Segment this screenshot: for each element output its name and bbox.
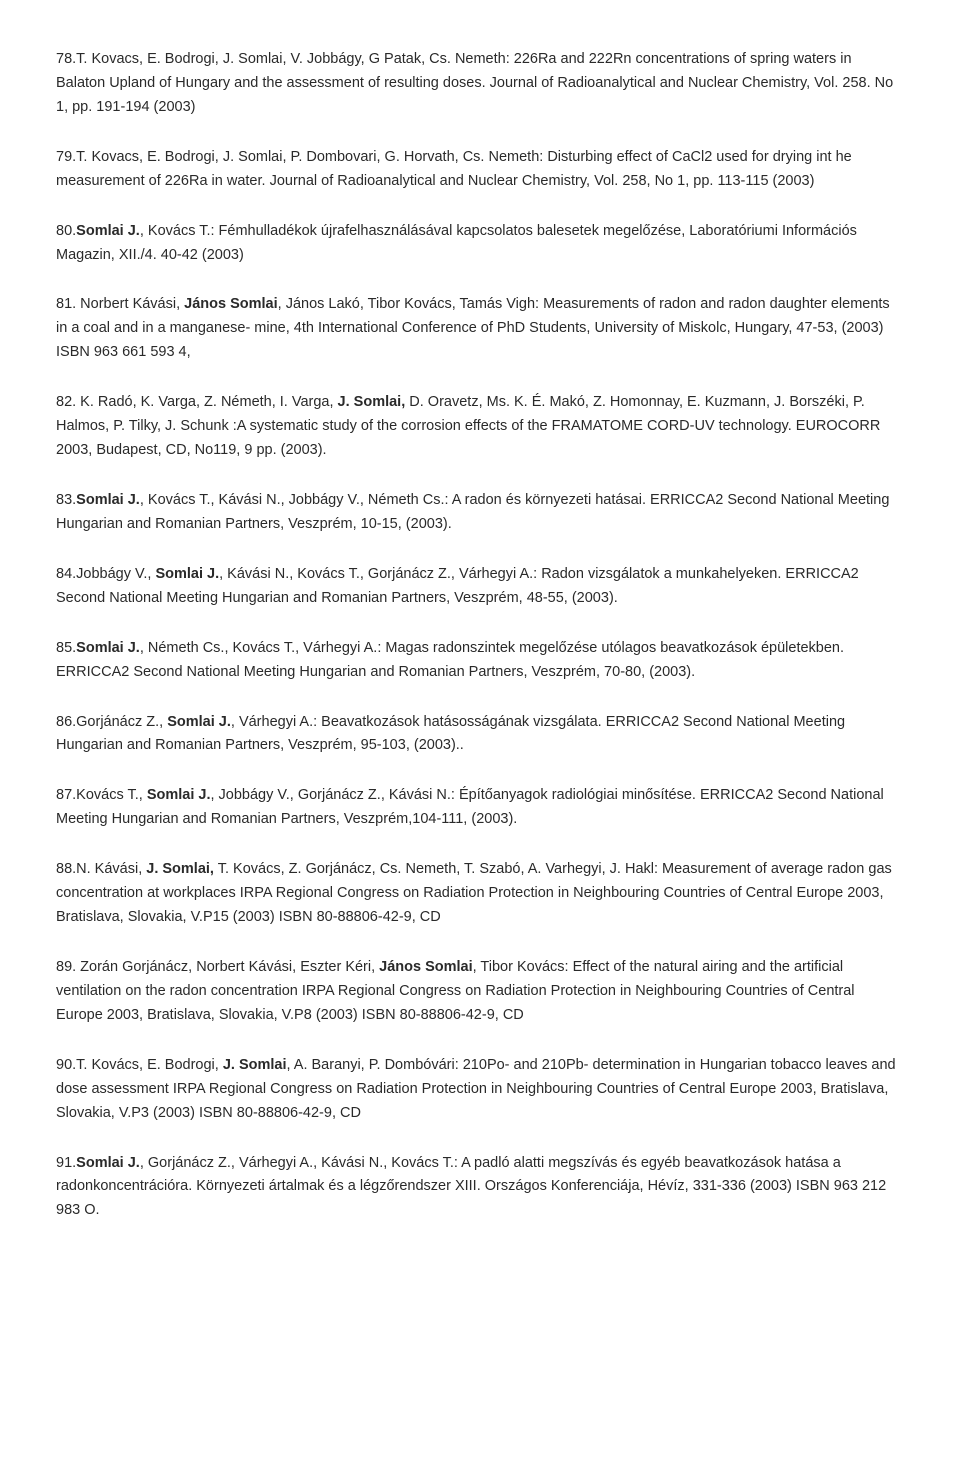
entry-text: 78.T. Kovacs, E. Bodrogi, J. Somlai, V. … [56, 51, 893, 115]
publication-entry: 80.Somlai J., Kovács T.: Fémhulladékok ú… [56, 220, 904, 268]
publication-entry: 84.Jobbágy V., Somlai J., Kávási N., Kov… [56, 563, 904, 611]
entry-text: , Gorjánácz Z., Várhegyi A., Kávási N., … [56, 1155, 886, 1219]
publication-entry: 87.Kovács T., Somlai J., Jobbágy V., Gor… [56, 784, 904, 832]
entry-text: 87.Kovács T., [56, 787, 147, 803]
publication-list: 78.T. Kovacs, E. Bodrogi, J. Somlai, V. … [56, 48, 904, 1223]
author-highlight: J. Somlai, [338, 394, 406, 410]
entry-text: , Kovács T., Kávási N., Jobbágy V., Néme… [56, 492, 889, 532]
entry-text: 88.N. Kávási, [56, 861, 146, 877]
author-highlight: Somlai J. [76, 1155, 140, 1171]
author-highlight: Somlai J. [76, 640, 140, 656]
entry-text: 84.Jobbágy V., [56, 566, 155, 582]
entry-text: 91. [56, 1155, 76, 1171]
publication-entry: 86.Gorjánácz Z., Somlai J., Várhegyi A.:… [56, 711, 904, 759]
entry-text: 89. Zorán Gorjánácz, Norbert Kávási, Esz… [56, 959, 379, 975]
author-highlight: Somlai J. [167, 714, 231, 730]
entry-text: 86.Gorjánácz Z., [56, 714, 167, 730]
entry-text: 82. K. Radó, K. Varga, Z. Németh, I. Var… [56, 394, 338, 410]
publication-entry: 88.N. Kávási, J. Somlai, T. Kovács, Z. G… [56, 858, 904, 930]
publication-entry: 91.Somlai J., Gorjánácz Z., Várhegyi A.,… [56, 1152, 904, 1224]
publication-entry: 85.Somlai J., Németh Cs., Kovács T., Vár… [56, 637, 904, 685]
author-highlight: János Somlai [379, 959, 472, 975]
entry-text: 81. Norbert Kávási, [56, 296, 184, 312]
author-highlight: J. Somlai [223, 1057, 287, 1073]
author-highlight: Somlai J. [155, 566, 219, 582]
author-highlight: Somlai J. [76, 223, 140, 239]
entry-text: 85. [56, 640, 76, 656]
entry-text: , Kovács T.: Fémhulladékok újrafelhaszná… [56, 223, 857, 263]
entry-text: 83. [56, 492, 76, 508]
publication-entry: 79.T. Kovacs, E. Bodrogi, J. Somlai, P. … [56, 146, 904, 194]
publication-entry: 83.Somlai J., Kovács T., Kávási N., Jobb… [56, 489, 904, 537]
entry-text: , Németh Cs., Kovács T., Várhegyi A.: Ma… [56, 640, 844, 680]
publication-entry: 78.T. Kovacs, E. Bodrogi, J. Somlai, V. … [56, 48, 904, 120]
publication-entry: 90.T. Kovács, E. Bodrogi, J. Somlai, A. … [56, 1054, 904, 1126]
entry-text: 90.T. Kovács, E. Bodrogi, [56, 1057, 223, 1073]
publication-entry: 81. Norbert Kávási, János Somlai, János … [56, 293, 904, 365]
author-highlight: János Somlai [184, 296, 277, 312]
author-highlight: J. Somlai, [146, 861, 214, 877]
author-highlight: Somlai J. [147, 787, 211, 803]
author-highlight: Somlai J. [76, 492, 140, 508]
entry-text: 79.T. Kovacs, E. Bodrogi, J. Somlai, P. … [56, 149, 852, 189]
publication-entry: 89. Zorán Gorjánácz, Norbert Kávási, Esz… [56, 956, 904, 1028]
publication-entry: 82. K. Radó, K. Varga, Z. Németh, I. Var… [56, 391, 904, 463]
entry-text: 80. [56, 223, 76, 239]
